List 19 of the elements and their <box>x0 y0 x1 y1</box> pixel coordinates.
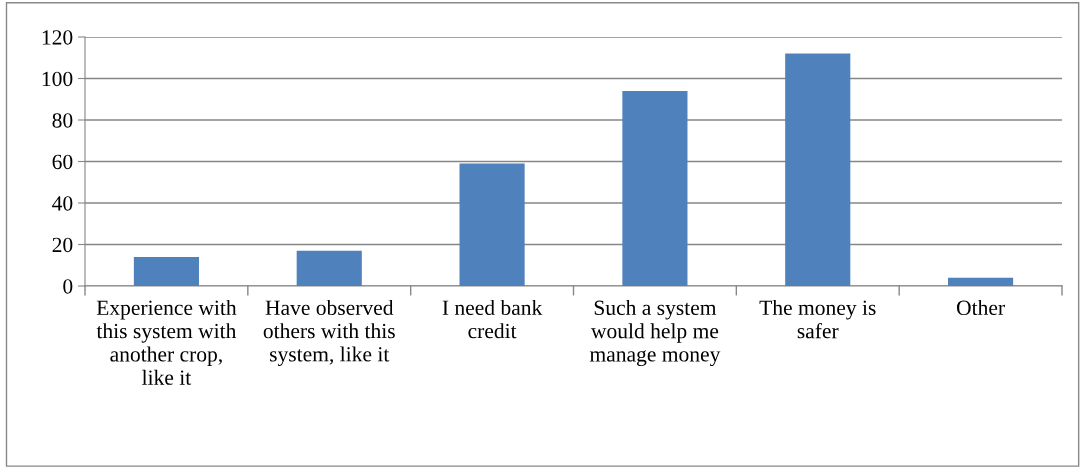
bar <box>948 277 1014 286</box>
x-tick-label: Experience with this system with another crop, like it <box>96 299 237 385</box>
x-tick-label: The money is safer <box>759 299 876 339</box>
bar <box>133 256 199 286</box>
bar <box>622 90 688 286</box>
bar <box>785 53 851 286</box>
y-tick-label: 120 <box>42 30 73 45</box>
x-tick-label: Have observed others with this system, like it <box>263 299 395 366</box>
y-tick-label: 0 <box>63 279 73 294</box>
x-tick-label: I need bank credit <box>442 299 543 339</box>
y-tick-label: 60 <box>52 154 73 170</box>
x-tick-label: Other <box>956 299 1005 316</box>
y-tick-label: 20 <box>52 237 73 253</box>
y-tick-label: 80 <box>52 113 73 128</box>
x-tick-label: Such a system would help me manage money <box>589 299 721 367</box>
y-tick-label: 100 <box>42 71 73 87</box>
y-tick-label: 40 <box>52 196 73 211</box>
bar <box>296 250 362 286</box>
bar <box>459 163 525 286</box>
